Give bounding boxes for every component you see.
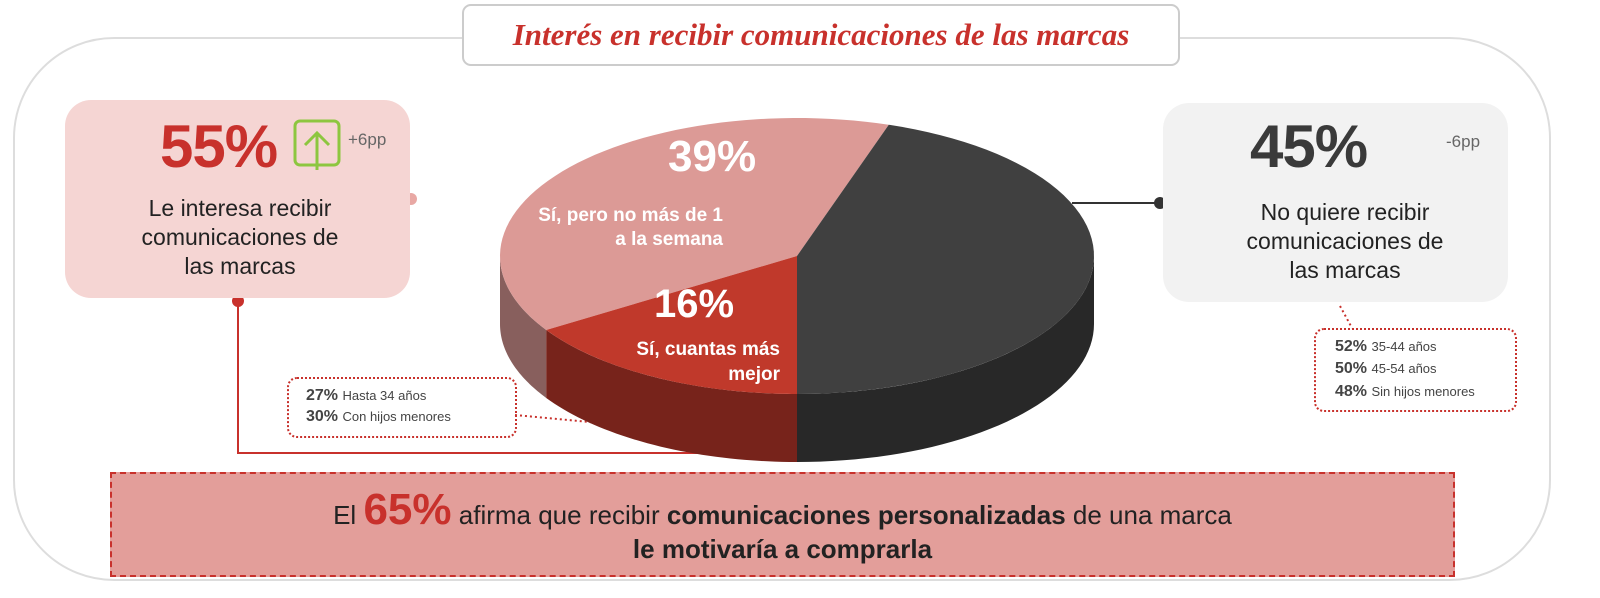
bold-text: comunicaciones personalizadas	[666, 500, 1066, 530]
box-text: No quiere recibir comunicaciones de las …	[1246, 199, 1444, 283]
connector	[1339, 305, 1353, 329]
note-label: Con hijos menores	[342, 409, 451, 424]
slice	[546, 256, 797, 394]
note-label: Sin hijos menores	[1371, 384, 1475, 399]
left-box	[65, 100, 410, 298]
left-note	[287, 377, 517, 438]
box-text: Le interesa recibir comunicaciones de la…	[141, 195, 339, 279]
text: de una marca	[1072, 500, 1232, 530]
right-note	[1314, 328, 1517, 412]
note-value: 52%	[1335, 338, 1368, 355]
chart-title: Interés en recibir comunicaciones de las…	[462, 4, 1180, 66]
note-row: 48% Sin hijos menores	[1335, 383, 1475, 401]
slice-value: 16%	[654, 282, 735, 326]
slice-side	[546, 329, 797, 462]
connector	[514, 414, 601, 424]
big-value: 55%	[160, 113, 278, 180]
footer-line: le motivaría a comprarla	[632, 534, 933, 564]
connector	[237, 301, 700, 454]
right-box	[1163, 103, 1508, 302]
slice-label: Sí, pero no más de 1 a la semana	[538, 205, 723, 250]
text: El	[333, 500, 357, 530]
pie	[500, 118, 1094, 462]
note-value: 50%	[1335, 360, 1368, 377]
note-row: 50% 45-54 años	[1335, 360, 1437, 378]
slice-side	[797, 256, 1094, 462]
change: -6pp	[1446, 132, 1481, 151]
note-value: 48%	[1335, 383, 1368, 400]
slice-side	[500, 256, 547, 398]
footer: El 65% afirma que recibir comunicaciones…	[110, 472, 1455, 577]
change: +6pp	[348, 130, 387, 149]
note-row: 27% Hasta 34 años	[306, 387, 426, 405]
note-value: 27%	[306, 387, 339, 404]
note-row: 52% 35-44 años	[1335, 338, 1437, 356]
note-label: Hasta 34 años	[342, 388, 427, 403]
note-row: 30% Con hijos menores	[306, 408, 451, 426]
text: afirma que recibir	[458, 500, 660, 530]
slice	[797, 124, 1094, 394]
slice-value: 39%	[668, 132, 757, 181]
highlight: 65%	[363, 485, 452, 534]
note-label: 35-44 años	[1371, 339, 1437, 354]
dot	[232, 295, 244, 307]
footer-line: El 65% afirma que recibir comunicaciones…	[112, 488, 1453, 532]
big-value: 45%	[1250, 113, 1368, 180]
slice-label: Sí, cuantas más mejor	[636, 339, 780, 385]
note-label: 45-54 años	[1371, 361, 1437, 376]
slice	[500, 118, 889, 330]
note-value: 30%	[306, 408, 339, 425]
